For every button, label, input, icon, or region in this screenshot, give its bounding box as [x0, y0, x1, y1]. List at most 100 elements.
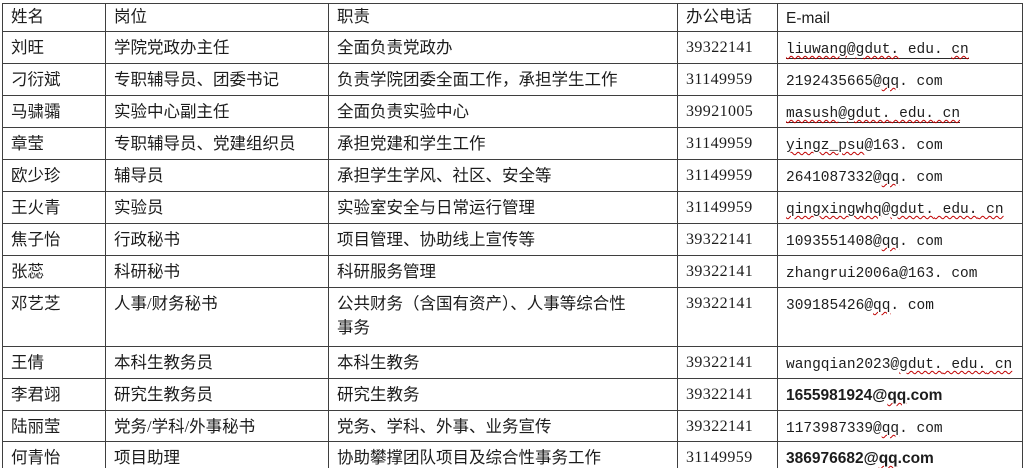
spellcheck-squiggle-segment: qq — [881, 234, 900, 250]
cell-name: 章莹 — [2, 127, 106, 160]
cell-email: 2641087332@qq. com — [777, 159, 1023, 192]
spellcheck-squiggle-segment: qq — [873, 298, 891, 314]
spellcheck-squiggle-segment: yingz_psu — [786, 138, 865, 154]
table-row: 李君翊 研究生教务员 研究生教务 39322141 1655981924@qq.com — [2, 378, 1023, 411]
cell-name: 张蕊 — [2, 255, 106, 288]
spellcheck-squiggle-segment: qingxingwhq — [786, 202, 882, 218]
email-text: yingz_psu@163. com — [786, 138, 943, 154]
spellcheck-squiggle-segment: cn — [933, 106, 961, 122]
cell-email: liuwang@gdut. edu. cn — [777, 31, 1023, 64]
table-row: 章莹 专职辅导员、党建组织员 承担党建和学生工作 31149959 yingz_psu@… — [2, 127, 1023, 160]
cell-email: qingxingwhq@gdut. edu. cn — [777, 191, 1023, 224]
cell-position: 项目助理 — [105, 441, 329, 468]
cell-email: yingz_psu@163. com — [777, 127, 1023, 160]
cell-email: 2192435665@qq. com — [777, 63, 1023, 96]
table-row: 张蕊 科研秘书 科研服务管理 39322141 zhangrui2006a@163. c… — [2, 255, 1023, 288]
email-segment: . com — [899, 421, 943, 437]
email-segment: @163. com — [864, 138, 943, 154]
email-segment: 1173987339@ — [786, 421, 882, 437]
cell-phone: 39322141 — [677, 31, 778, 64]
table-body: 刘旺 学院党政办主任 全面负责党政办 39322141 liuwang@gdut. ed… — [2, 31, 1023, 468]
email-text: zhangrui2006a@163. com — [786, 266, 977, 282]
cell-position: 专职辅导员、团委书记 — [105, 63, 329, 96]
cell-duty: 公共财务（含国有资产）、人事等综合性事务 — [328, 287, 678, 347]
cell-duty: 承担党建和学生工作 — [328, 127, 678, 160]
spellcheck-squiggle-segment: gdut. — [846, 106, 891, 122]
cell-phone: 39322141 — [677, 410, 778, 442]
cell-phone: 39322141 — [677, 378, 778, 411]
email-segment: 1655981924@ — [786, 387, 888, 404]
email-segment: .com — [897, 450, 934, 467]
email-segment: @ — [846, 42, 856, 58]
cell-phone: 39322141 — [677, 223, 778, 256]
spellcheck-squiggle-segment: qq — [881, 421, 900, 437]
cell-phone: 31149959 — [677, 441, 778, 468]
email-segment: . com — [899, 74, 943, 90]
cell-duty: 全面负责实验中心 — [328, 95, 678, 128]
cell-email: 1655981924@qq.com — [777, 378, 1023, 411]
cell-email: 1093551408@qq. com — [777, 223, 1023, 256]
staff-contact-table: 姓名 岗位 职责 办公电话 E-mail 刘旺 学院党政办主任 全面负责党政办 393… — [2, 3, 1023, 468]
spellcheck-squiggle-segment: liuwang — [786, 42, 847, 58]
spellcheck-squiggle-segment: gdut. — [899, 357, 943, 373]
email-segment: 386976682@ — [786, 450, 879, 467]
email-link[interactable]: masush@gdut. edu. cn — [786, 106, 961, 123]
email-text: qingxingwhq@gdut. edu. cn — [786, 202, 1004, 218]
cell-name: 马骕骦 — [2, 95, 106, 128]
cell-email: 1173987339@qq. com — [777, 410, 1023, 442]
cell-duty: 项目管理、协助线上宣传等 — [328, 223, 678, 256]
cell-phone: 39322141 — [677, 287, 778, 347]
email-segment: @ — [881, 202, 891, 218]
email-segment: zhangrui2006a@163. com — [786, 266, 978, 282]
cell-duty: 科研服务管理 — [328, 255, 678, 288]
email-text: 1093551408@qq. com — [786, 234, 943, 250]
cell-email: 386976682@qq.com — [777, 441, 1023, 468]
cell-name: 王火青 — [2, 191, 106, 224]
cell-position: 人事/财务秘书 — [105, 287, 329, 347]
cell-phone: 39322141 — [677, 346, 778, 379]
spellcheck-squiggle-segment: cn — [977, 202, 1004, 218]
table-row: 欧少珍 辅导员 承担学生学风、社区、安全等 31149959 2641087332@qq… — [2, 159, 1023, 192]
cell-name: 何青怡 — [2, 441, 106, 468]
table-row: 焦子怡 行政秘书 项目管理、协助线上宣传等 39322141 1093551408@qq… — [2, 223, 1023, 256]
header-email: E-mail — [777, 3, 1023, 32]
cell-phone: 31149959 — [677, 63, 778, 96]
cell-email: zhangrui2006a@163. com — [777, 255, 1023, 288]
email-segment: wangqian2023@ — [786, 357, 900, 373]
cell-duty: 负责学院团委全面工作，承担学生工作 — [328, 63, 678, 96]
email-segment: 309185426@ — [786, 298, 874, 314]
spellcheck-squiggle-segment: qq — [881, 170, 900, 186]
email-segment: edu. — [899, 42, 952, 58]
email-text: 386976682@qq.com — [786, 450, 934, 467]
table-row: 王火青 实验员 实验室安全与日常运行管理 31149959 qingxingwhq@gd… — [2, 191, 1023, 224]
table-row: 陆丽莹 党务/学科/外事秘书 党务、学科、外事、业务宣传 39322141 117398… — [2, 410, 1023, 442]
table-row: 王倩 本科生教务员 本科生教务 39322141 wangqian2023@gdut. … — [2, 346, 1023, 379]
cell-duty: 协助攀撑团队项目及综合性事务工作 — [328, 441, 678, 468]
email-text: 2192435665@qq. com — [786, 74, 943, 90]
email-segment: @ — [838, 106, 847, 122]
cell-position: 实验员 — [105, 191, 329, 224]
spellcheck-squiggle-segment: gdut. — [855, 42, 900, 58]
email-link[interactable]: liuwang@gdut. edu. cn — [786, 42, 969, 59]
email-segment: 1093551408@ — [786, 234, 882, 250]
cell-position: 实验中心副主任 — [105, 95, 329, 128]
cell-duty: 承担学生学风、社区、安全等 — [328, 159, 678, 192]
spellcheck-squiggle-segment: cn — [951, 42, 969, 58]
email-segment: . com — [890, 298, 934, 314]
cell-duty: 实验室安全与日常运行管理 — [328, 191, 678, 224]
cell-email: 309185426@qq. com — [777, 287, 1023, 347]
cell-phone: 31149959 — [677, 159, 778, 192]
table-row: 马骕骦 实验中心副主任 全面负责实验中心 39921005 masush@gdut. e… — [2, 95, 1023, 128]
cell-name: 王倩 — [2, 346, 106, 379]
header-phone: 办公电话 — [677, 3, 778, 32]
email-segment: .com — [906, 387, 943, 404]
email-text: 1655981924@qq.com — [786, 387, 942, 404]
spellcheck-squiggle-segment: masush — [786, 106, 839, 122]
header-row: 姓名 岗位 职责 办公电话 E-mail — [2, 3, 1023, 32]
spellcheck-squiggle-segment: edu. — [933, 202, 978, 218]
header-duty: 职责 — [328, 3, 678, 32]
cell-name: 李君翊 — [2, 378, 106, 411]
email-text: 1173987339@qq. com — [786, 421, 943, 437]
spellcheck-squiggle-segment: qq — [878, 450, 898, 467]
cell-position: 研究生教务员 — [105, 378, 329, 411]
